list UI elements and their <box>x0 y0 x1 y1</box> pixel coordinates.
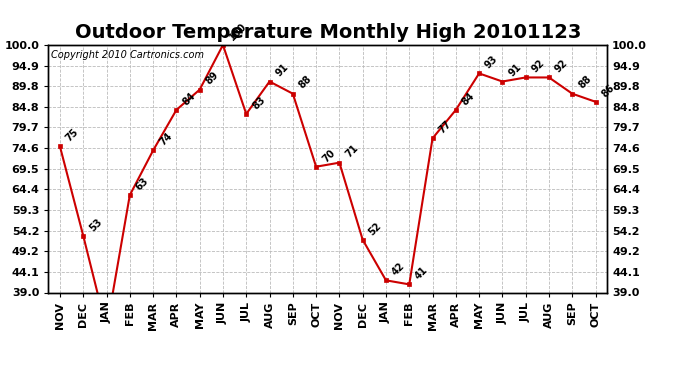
Text: 92: 92 <box>530 58 546 75</box>
Text: 92: 92 <box>553 58 570 75</box>
Title: Outdoor Temperature Monthly High 20101123: Outdoor Temperature Monthly High 2010112… <box>75 23 581 42</box>
Text: 30: 30 <box>0 374 1 375</box>
Text: 71: 71 <box>344 143 360 160</box>
Text: 88: 88 <box>576 74 593 91</box>
Text: Copyright 2010 Cartronics.com: Copyright 2010 Cartronics.com <box>51 50 204 60</box>
Text: 42: 42 <box>390 261 406 278</box>
Text: 53: 53 <box>88 216 104 233</box>
Text: 93: 93 <box>483 54 500 70</box>
Text: 83: 83 <box>250 94 267 111</box>
Text: 91: 91 <box>274 62 290 79</box>
Text: 41: 41 <box>413 265 430 282</box>
Text: 84: 84 <box>460 90 477 107</box>
Text: 100: 100 <box>227 21 248 42</box>
Text: 86: 86 <box>600 82 616 99</box>
Text: 52: 52 <box>367 220 384 237</box>
Text: 89: 89 <box>204 70 221 87</box>
Text: 88: 88 <box>297 74 314 91</box>
Text: 91: 91 <box>506 62 523 79</box>
Text: 74: 74 <box>157 131 174 148</box>
Text: 63: 63 <box>134 176 150 192</box>
Text: 84: 84 <box>181 90 197 107</box>
Text: 77: 77 <box>437 119 453 135</box>
Text: 75: 75 <box>64 127 81 144</box>
Text: 70: 70 <box>320 147 337 164</box>
